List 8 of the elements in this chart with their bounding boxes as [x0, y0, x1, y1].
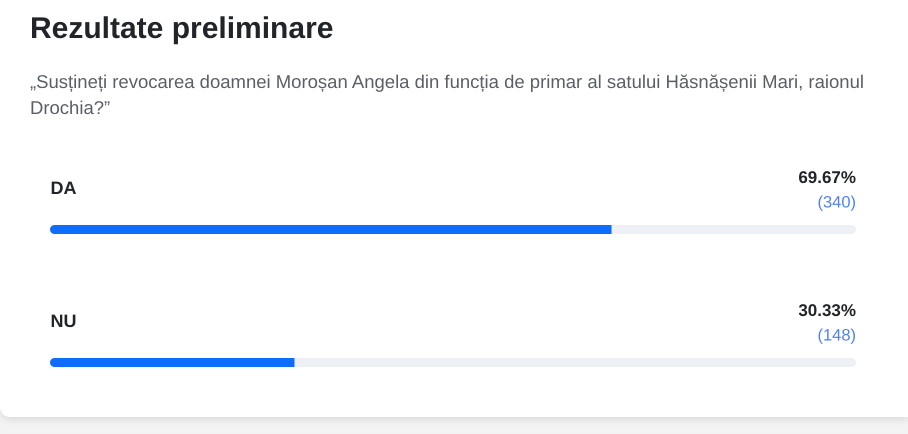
y-tick-label: DA: [50, 178, 76, 198]
data-label: 69.67%: [798, 168, 856, 187]
annotation: (148): [817, 326, 856, 344]
data-label: 30.33%: [798, 301, 856, 320]
y-tick-label: NU: [50, 311, 76, 331]
chart-title: Rezultate preliminare: [30, 12, 334, 46]
annotation: (340): [817, 194, 856, 212]
chart-subtitle: „Susțineți revocarea doamnei Moroșan Angela din funcția de primar al satului Hăsnășenii Mari, raionul Drochia?”: [30, 70, 865, 120]
